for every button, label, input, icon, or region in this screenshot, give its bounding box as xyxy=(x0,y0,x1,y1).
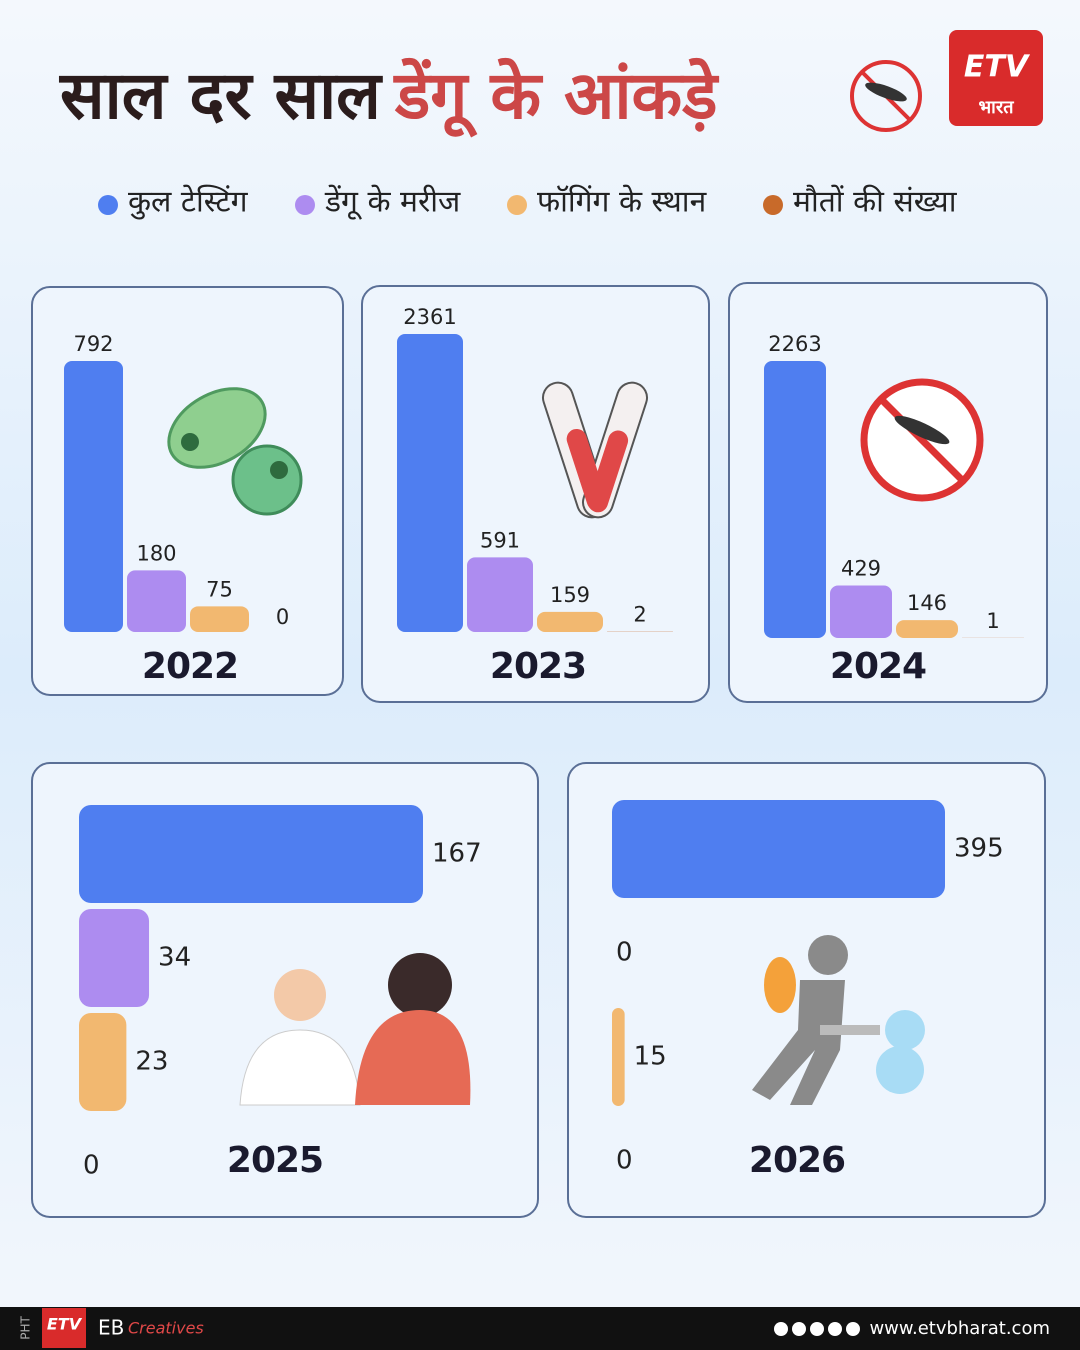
bar xyxy=(79,805,423,903)
bar xyxy=(830,585,892,638)
test-tube-illustration xyxy=(542,381,648,519)
bar xyxy=(612,800,945,898)
value-label: 159 xyxy=(550,583,590,607)
value-label: 75 xyxy=(206,577,233,601)
value-label: 0 xyxy=(616,938,633,968)
value-label: 0 xyxy=(83,1151,100,1181)
value-label: 180 xyxy=(136,541,176,565)
bar xyxy=(467,557,533,632)
title-dark: साल दर साल xyxy=(58,57,383,134)
legend-dot xyxy=(295,195,315,215)
legend: कुल टेस्टिंग डेंगू के मरीज फॉगिंग के स्थान… xyxy=(98,185,958,221)
bacteria-illustration xyxy=(167,387,303,516)
charts: 792 180 75 0 2022 2361 591 159 2 2023 2263 429 146 1 2… xyxy=(64,305,1024,1181)
social-icons xyxy=(774,1322,860,1336)
footer-website: www.etvbharat.com xyxy=(869,1318,1050,1339)
logo-box xyxy=(949,30,1043,126)
bar xyxy=(79,1013,127,1111)
footer-bar xyxy=(0,1307,1080,1350)
legend-label: डेंगू के मरीज xyxy=(324,185,461,221)
footer-logo xyxy=(42,1308,86,1348)
value-label: 2263 xyxy=(768,332,821,356)
bar xyxy=(64,361,123,632)
value-label: 23 xyxy=(135,1047,168,1077)
value-label: 2 xyxy=(633,603,646,627)
doctor-illustration xyxy=(239,953,471,1106)
footer-brand: EB xyxy=(98,1316,124,1340)
year-label: 2023 xyxy=(490,646,586,687)
mosquito-icon xyxy=(850,60,922,132)
value-label: 0 xyxy=(276,605,289,629)
footer-tag: PHT xyxy=(19,1316,33,1340)
value-label: 395 xyxy=(954,834,1004,864)
legend-dot xyxy=(98,195,118,215)
bar xyxy=(190,606,249,632)
footer-creatives: Creatives xyxy=(128,1319,204,1338)
value-label: 15 xyxy=(634,1042,667,1072)
legend-label: कुल टेस्टिंग xyxy=(128,185,249,221)
year-label: 2024 xyxy=(830,646,926,687)
value-label: 34 xyxy=(158,943,191,973)
fogging-illustration xyxy=(752,935,925,1105)
legend-label: मौतों की संख्या xyxy=(793,185,958,220)
value-label: 1 xyxy=(986,609,999,633)
value-label: 591 xyxy=(480,528,520,552)
value-label: 429 xyxy=(841,556,881,580)
value-label: 146 xyxy=(907,591,947,615)
title: साल दर साल डेंगू के आंकड़े xyxy=(58,57,719,138)
bar xyxy=(397,334,463,632)
title-red: डेंगू के आंकड़े xyxy=(393,57,719,138)
value-label: 0 xyxy=(616,1146,633,1176)
legend-dot xyxy=(507,195,527,215)
value-label: 167 xyxy=(432,839,482,869)
logo-brand: ETV xyxy=(964,50,1031,85)
bar xyxy=(537,611,603,632)
bar xyxy=(612,1008,625,1106)
logo-sub: भारत xyxy=(979,97,1015,118)
no-mosquito-illustration xyxy=(860,378,984,502)
bar xyxy=(764,361,826,638)
value-label: 2361 xyxy=(403,305,456,329)
bar xyxy=(127,570,186,632)
bar xyxy=(896,620,958,638)
year-label: 2026 xyxy=(749,1140,845,1181)
footer-logo-brand: ETV xyxy=(47,1315,83,1334)
year-label: 2025 xyxy=(227,1140,323,1181)
legend-label: फॉगिंग के स्थान xyxy=(537,185,708,220)
value-label: 792 xyxy=(73,332,113,356)
bar xyxy=(79,909,150,1007)
year-label: 2022 xyxy=(142,646,238,687)
legend-dot xyxy=(763,195,783,215)
